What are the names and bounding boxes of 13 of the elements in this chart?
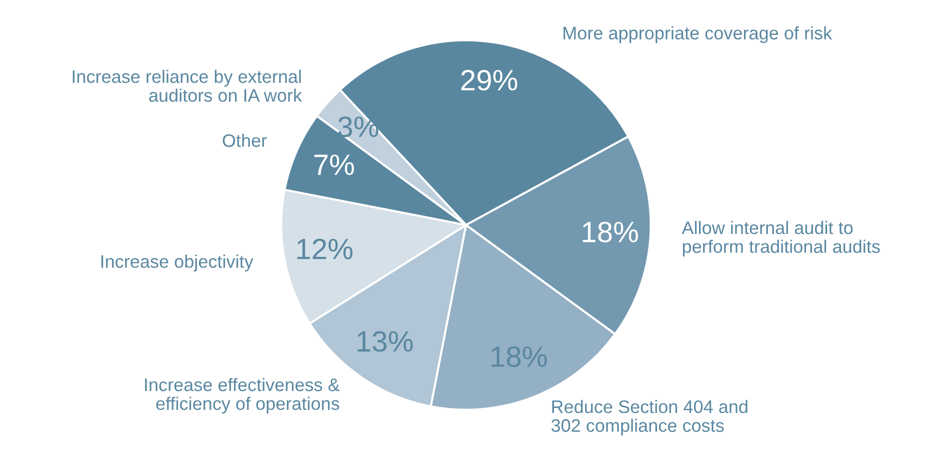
slice-label: Increase reliance by external auditors on IA work bbox=[72, 70, 302, 102]
slice-label: Allow internal audit to perform traditional audits bbox=[682, 220, 880, 257]
data-label: 18% bbox=[492, 346, 547, 368]
data-label: 13% bbox=[358, 331, 413, 352]
data-label: 29% bbox=[461, 70, 518, 91]
data-label: 12% bbox=[297, 238, 352, 260]
data-label: 18% bbox=[582, 222, 638, 242]
slice-label: More appropriate coverage of risk bbox=[564, 26, 832, 44]
slice-label: Reduce Section 404 and 302 compliance costs bbox=[551, 400, 748, 436]
slice-label: Increase objectivity bbox=[101, 254, 254, 272]
slice-label: Increase effectiveness & efficiency of operations bbox=[145, 378, 340, 414]
slice-label: Other bbox=[222, 134, 267, 147]
data-label: 7% bbox=[314, 154, 354, 176]
